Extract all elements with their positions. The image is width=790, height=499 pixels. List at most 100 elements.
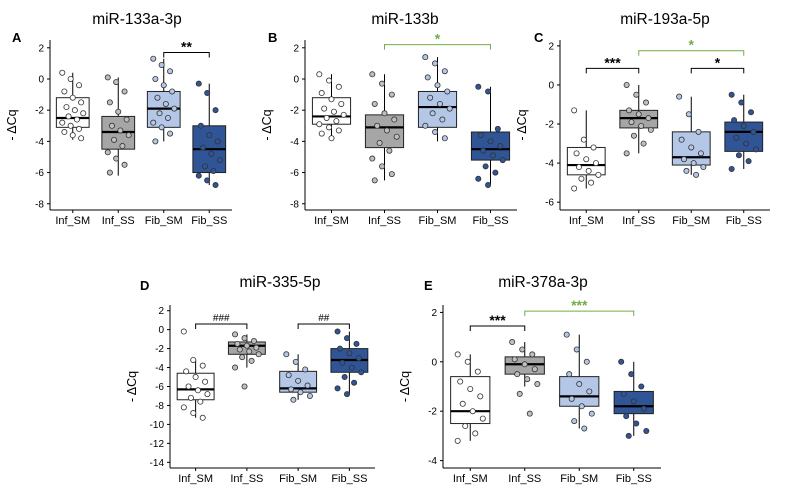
- panel-letter: B: [268, 30, 277, 45]
- data-point: [214, 138, 221, 145]
- data-point: [202, 163, 209, 170]
- data-point: [113, 155, 120, 162]
- data-point: [638, 122, 645, 129]
- data-point: [304, 382, 311, 389]
- data-point: [580, 136, 587, 143]
- data-point: [477, 132, 484, 139]
- data-point: [76, 125, 83, 132]
- data-point: [469, 408, 476, 415]
- x-category-label: Fib_SM: [419, 215, 457, 227]
- significance-label: ##: [318, 313, 330, 324]
- data-point: [152, 75, 159, 82]
- y-axis-label: - ΔCq: [260, 109, 274, 140]
- data-point: [374, 122, 381, 129]
- data-point: [152, 138, 159, 145]
- data-point: [441, 68, 448, 75]
- data-point: [623, 150, 630, 157]
- data-point: [566, 371, 573, 378]
- data-point: [154, 94, 161, 101]
- y-tick-label: -10: [150, 420, 165, 431]
- data-point: [208, 150, 215, 157]
- data-point: [628, 119, 635, 126]
- y-tick-label: -8: [35, 199, 44, 210]
- data-point: [625, 432, 632, 439]
- y-tick-label: -6: [155, 382, 164, 393]
- data-point: [514, 371, 521, 378]
- data-point: [121, 161, 128, 168]
- y-axis-label: - ΔCq: [398, 371, 412, 402]
- data-point: [429, 110, 436, 117]
- data-point: [341, 374, 348, 381]
- panel-letter: A: [12, 30, 22, 45]
- data-point: [335, 127, 342, 134]
- data-point: [346, 350, 353, 357]
- data-point: [59, 69, 66, 76]
- data-point: [590, 144, 597, 151]
- data-point: [728, 165, 735, 172]
- data-point: [685, 111, 692, 118]
- x-category-label: Fib_SM: [279, 473, 317, 485]
- data-point: [212, 107, 219, 114]
- data-point: [78, 135, 85, 142]
- box-inf-ss: [364, 114, 405, 149]
- data-point: [204, 90, 211, 97]
- data-point: [573, 346, 580, 353]
- data-point: [497, 143, 504, 150]
- data-point: [519, 346, 526, 353]
- data-point: [197, 398, 204, 405]
- data-point: [234, 340, 241, 347]
- chart-title: miR-133b: [371, 11, 438, 28]
- y-axis-label: - ΔCq: [515, 109, 529, 140]
- data-point: [333, 118, 340, 125]
- data-point: [243, 342, 250, 349]
- data-point: [206, 132, 213, 139]
- data-point: [371, 100, 378, 107]
- data-point: [531, 366, 538, 373]
- data-point: [117, 127, 124, 134]
- data-point: [344, 391, 351, 398]
- data-point: [750, 128, 757, 135]
- data-point: [464, 358, 471, 365]
- data-point: [65, 113, 72, 120]
- data-point: [731, 117, 738, 124]
- significance-label: *: [435, 31, 441, 47]
- data-point: [150, 119, 157, 126]
- data-point: [457, 378, 464, 385]
- x-category-label: Inf_SS: [230, 473, 263, 485]
- data-point: [680, 156, 687, 163]
- data-point: [67, 122, 74, 129]
- data-point: [353, 340, 360, 347]
- x-category-label: Fib_SS: [191, 215, 227, 227]
- data-point: [643, 99, 650, 106]
- data-point: [59, 119, 66, 126]
- data-point: [121, 88, 128, 95]
- data-point: [472, 430, 479, 437]
- y-tick-label: -4: [155, 363, 164, 374]
- data-point: [485, 88, 492, 95]
- data-point: [202, 378, 209, 385]
- data-point: [628, 371, 635, 378]
- significance-bracket: [384, 44, 491, 50]
- data-point: [302, 366, 309, 373]
- data-point: [253, 344, 260, 351]
- significance-label: ***: [489, 312, 506, 328]
- data-point: [439, 116, 446, 123]
- data-point: [113, 79, 120, 86]
- data-point: [516, 390, 523, 397]
- data-point: [111, 136, 118, 143]
- significance-bracket: [585, 67, 640, 74]
- data-point: [585, 167, 592, 174]
- data-point: [474, 368, 481, 375]
- data-point: [123, 116, 130, 123]
- data-point: [336, 345, 343, 352]
- data-point: [318, 130, 325, 137]
- data-point: [285, 372, 292, 379]
- data-point: [216, 157, 223, 164]
- data-point: [210, 168, 217, 175]
- data-point: [171, 105, 178, 112]
